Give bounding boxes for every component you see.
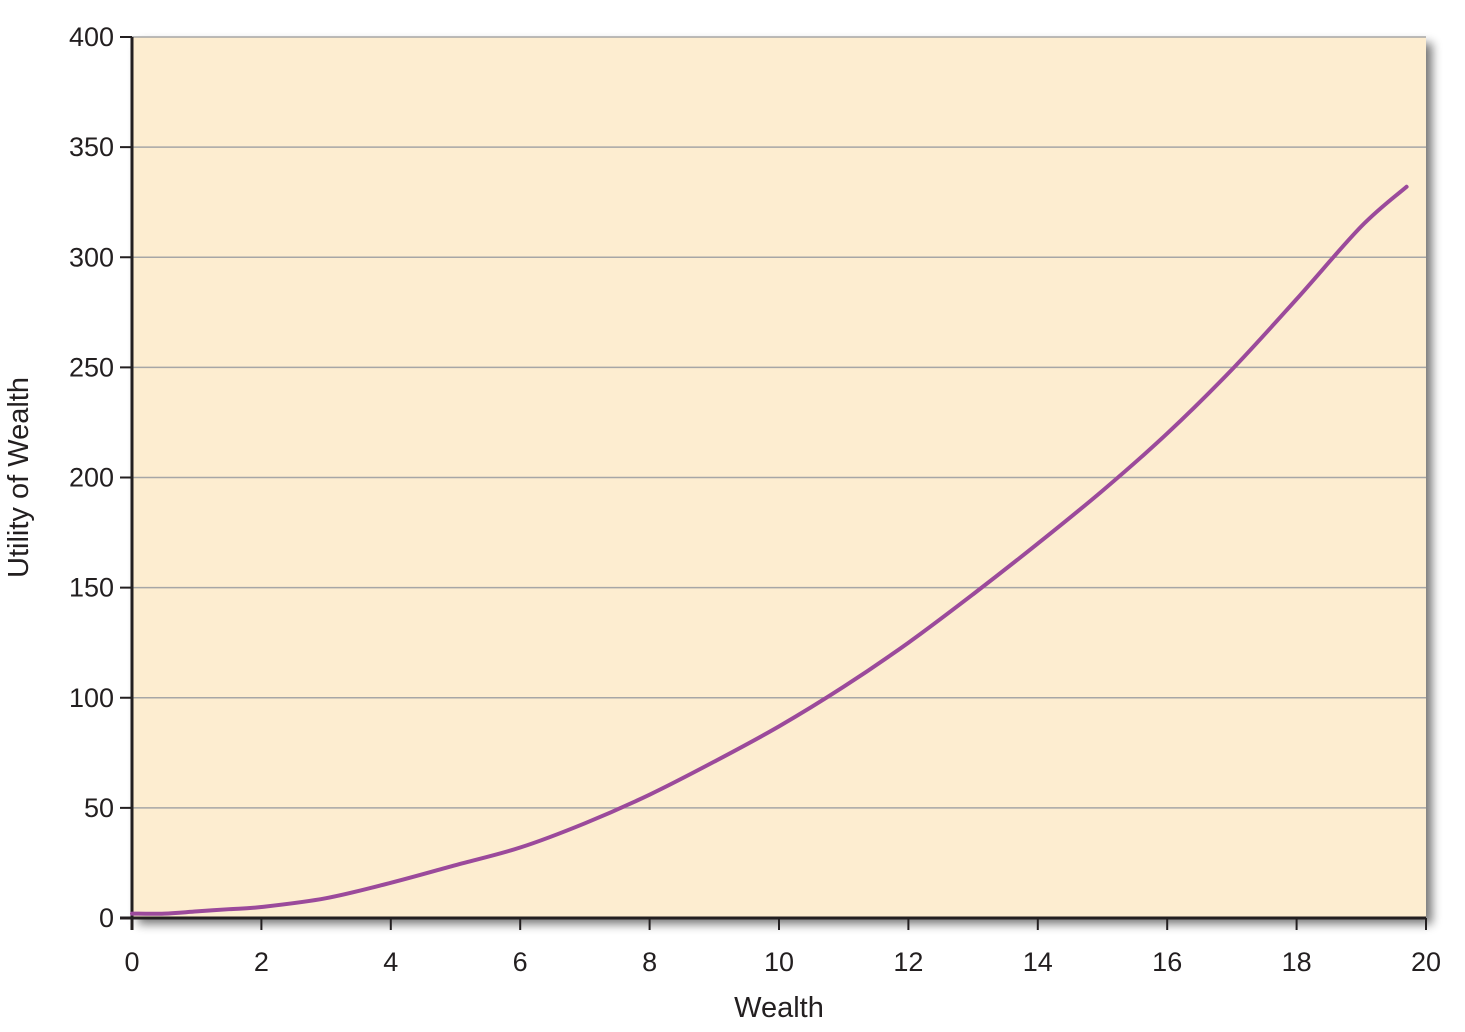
y-tick-label: 0	[99, 903, 114, 933]
x-tick-label: 4	[383, 947, 398, 977]
y-tick-label: 300	[69, 242, 114, 272]
x-tick-label: 14	[1023, 947, 1053, 977]
x-tick-label: 6	[513, 947, 528, 977]
y-tick-label: 250	[69, 352, 114, 382]
x-tick-label: 10	[764, 947, 794, 977]
x-tick-label: 20	[1411, 947, 1441, 977]
y-tick-label: 50	[84, 793, 114, 823]
x-axis-title: Wealth	[734, 992, 824, 1024]
axis-ticks: 0 50 100 150 200 250 300 350 400 0 2 4 6 8 10 12 14 16 18 2…	[69, 22, 1441, 977]
gridlines	[132, 36, 1426, 809]
x-tick-label: 8	[642, 947, 657, 977]
x-tick-label: 2	[254, 947, 269, 977]
x-tick-label: 0	[124, 947, 139, 977]
x-tick-label: 16	[1152, 947, 1182, 977]
y-tick-label: 150	[69, 573, 114, 603]
y-tick-label: 400	[69, 22, 114, 52]
y-tick-label: 100	[69, 683, 114, 713]
y-axis-title: Utility of Wealth	[3, 377, 35, 578]
x-tick-label: 12	[893, 947, 923, 977]
series-line-utility	[130, 184, 1409, 916]
y-tick-label: 350	[69, 132, 114, 162]
x-tick-label: 18	[1282, 947, 1312, 977]
axes	[120, 37, 1426, 930]
y-tick-label: 200	[69, 463, 114, 493]
